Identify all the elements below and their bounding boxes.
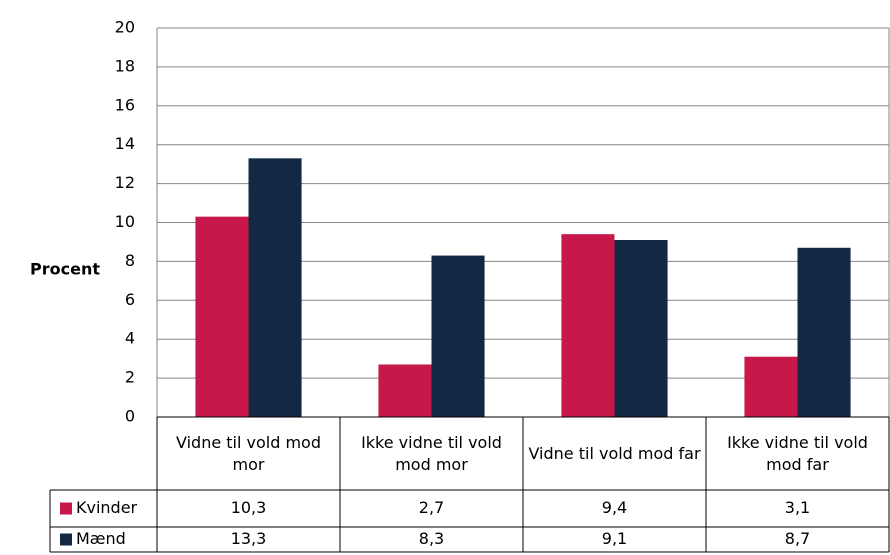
data-label: 8,7: [785, 529, 810, 548]
category-cell: Vidne til vold mod far: [528, 443, 701, 463]
data-label: 8,3: [419, 529, 444, 548]
legend-swatch: [60, 533, 72, 546]
category-cell: Ikke vidne til vold mod far: [727, 432, 868, 474]
y-tick-label: 8: [125, 251, 135, 270]
bar: [744, 356, 798, 417]
x-tick-label: Vidne til vold mod mor: [176, 432, 321, 474]
data-label: 9,1: [602, 529, 627, 548]
legend-label: Kvinder: [76, 498, 138, 517]
bar: [797, 247, 851, 417]
bar: [561, 234, 615, 417]
y-tick-label: 14: [115, 134, 135, 153]
bar: [431, 255, 485, 417]
bar: [378, 364, 432, 417]
y-axis-label: Procent: [30, 260, 100, 279]
bar: [248, 158, 302, 417]
x-tick-label: Vidne til vold mod far: [528, 443, 701, 463]
y-tick-label: 0: [125, 407, 135, 426]
category-cell: Ikke vidne til vold mod mor: [361, 432, 502, 474]
x-tick-label: Ikke vidne til vold mod far: [727, 432, 868, 474]
y-tick-label: 6: [125, 290, 135, 309]
y-tick-label: 2: [125, 368, 135, 387]
bar: [195, 216, 249, 417]
bar: [614, 240, 668, 417]
x-tick-label: Ikke vidne til vold mod mor: [361, 432, 502, 474]
y-tick-label: 10: [115, 212, 135, 231]
legend-label: Mænd: [76, 529, 126, 548]
legend-swatch: [60, 502, 72, 515]
data-label: 9,4: [602, 498, 627, 517]
category-cell: Vidne til vold mod mor: [176, 432, 321, 474]
y-tick-label: 18: [115, 56, 135, 75]
y-tick-label: 4: [125, 329, 135, 348]
data-label: 2,7: [419, 498, 444, 517]
y-tick-label: 20: [115, 18, 135, 37]
data-label: 3,1: [785, 498, 810, 517]
y-tick-label: 16: [115, 95, 135, 114]
y-tick-label: 12: [115, 173, 135, 192]
data-label: 13,3: [231, 529, 267, 548]
data-label: 10,3: [231, 498, 267, 517]
